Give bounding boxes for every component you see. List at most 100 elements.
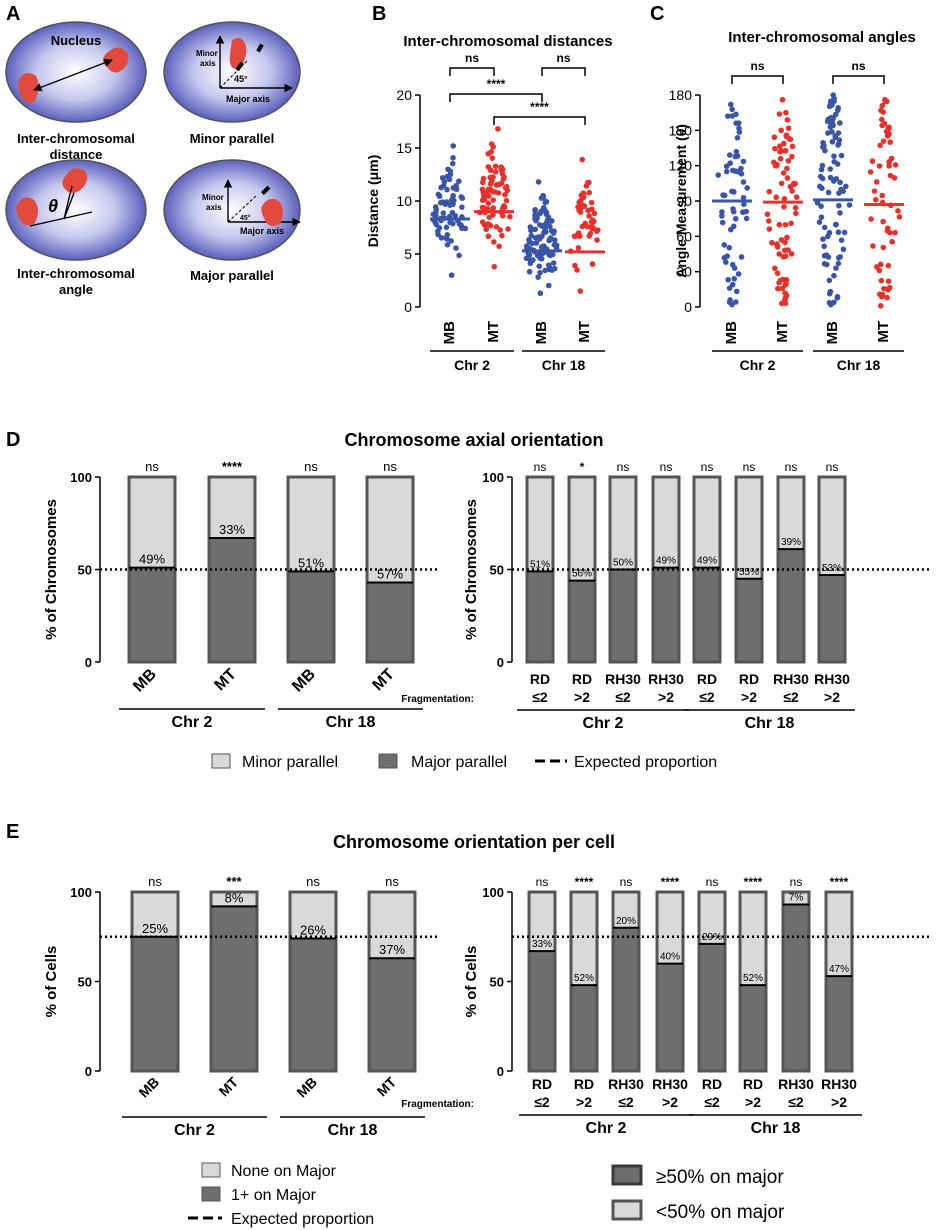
data-point [877,142,883,149]
data-point [876,163,883,169]
data-point [542,225,548,232]
fragmentation-label: >2 [824,689,840,705]
bar-segment-top [288,477,334,572]
data-point [783,109,789,116]
data-point [458,194,465,200]
data-point [495,126,501,132]
data-point [440,210,447,216]
minor-axis-label-3: Minor [202,193,224,202]
category-label: RD [532,1076,552,1092]
significance-bracket [541,67,586,76]
data-point [787,136,794,143]
data-point [440,182,447,189]
bar-segment-bottom [527,571,553,662]
data-point [723,259,729,265]
data-point [535,274,541,280]
data-point [827,120,834,126]
data-point [589,223,595,229]
data-point [491,239,497,245]
data-point [773,194,779,201]
data-point [896,214,903,220]
fragmentation-label: >2 [658,689,674,705]
significance-bracket [832,75,885,84]
data-point [734,134,741,141]
bar-segment-bottom [209,538,255,662]
data-point [835,141,842,147]
data-point [731,189,737,195]
legend-label-ge50: ≥50% on major [656,1167,784,1188]
data-point [719,209,725,215]
data-point [818,203,824,210]
y-tick-label: 100 [70,885,92,900]
y-tick-label: 50 [78,563,92,578]
significance-label: ns [536,875,549,889]
chromosome-shape-major [261,198,283,226]
data-point [833,111,839,118]
significance-label: ns [750,59,764,73]
legend-e-right: ≥50% on major <50% on major [611,1164,785,1223]
bar-segment-top [132,892,178,937]
data-point [772,265,778,272]
category-label: RH30 [773,671,809,687]
y-tick-label: 100 [482,885,504,900]
data-point [878,116,885,123]
distance-caption-2: distance [50,147,103,162]
data-point [490,197,496,203]
category-label: RH30 [778,1076,814,1092]
significance-label: **** [830,875,849,889]
data-point [589,206,595,213]
data-point [766,226,773,232]
group-label: Chr 2 [172,714,213,731]
data-point [776,143,783,149]
bar-outline [655,890,685,1073]
data-point [889,238,895,245]
data-point [884,294,890,301]
data-point [440,199,446,205]
data-point [879,102,886,109]
legend-swatch-lt50 [611,1199,643,1221]
theta-symbol: θ [48,196,58,216]
locus-mark-1 [256,43,264,53]
y-tick-label: 20 [396,87,412,103]
panel-label-c: C [650,3,664,25]
angle-line-1 [29,211,93,227]
data-point [507,213,513,220]
data-point [498,180,505,187]
data-point [892,162,899,168]
category-label: MT [369,666,398,695]
data-point [528,232,535,239]
bar-outline [209,890,259,1073]
data-point [456,252,462,259]
data-point [577,288,584,294]
data-point [732,153,739,160]
data-point [784,165,790,172]
significance-label: ns [148,874,162,889]
data-point [825,189,832,196]
data-point [543,198,550,205]
data-point [772,145,778,152]
data-point [523,243,530,249]
bar-segment-bottom [778,549,804,662]
data-point [500,176,507,182]
percent-label: 25% [142,921,168,936]
data-point [492,189,498,195]
y-tick-label: 0 [404,299,412,315]
data-point [727,160,734,166]
data-point [821,224,828,231]
data-point [817,183,823,190]
data-point [835,255,842,261]
legend-label-expected-e: Expected proportion [231,1211,374,1228]
bar-segment-bottom [529,951,555,1071]
data-point [574,267,580,273]
data-point [496,243,502,250]
data-point [730,206,736,212]
category-label: MB [289,666,319,696]
data-point [788,251,795,257]
data-point [535,179,542,185]
data-point [726,299,733,306]
significance-label: ns [383,459,397,474]
percent-label: 49% [656,556,676,567]
fragmentation-label: >2 [662,1094,678,1110]
significance-label: ns [701,460,714,474]
data-point [879,192,886,199]
